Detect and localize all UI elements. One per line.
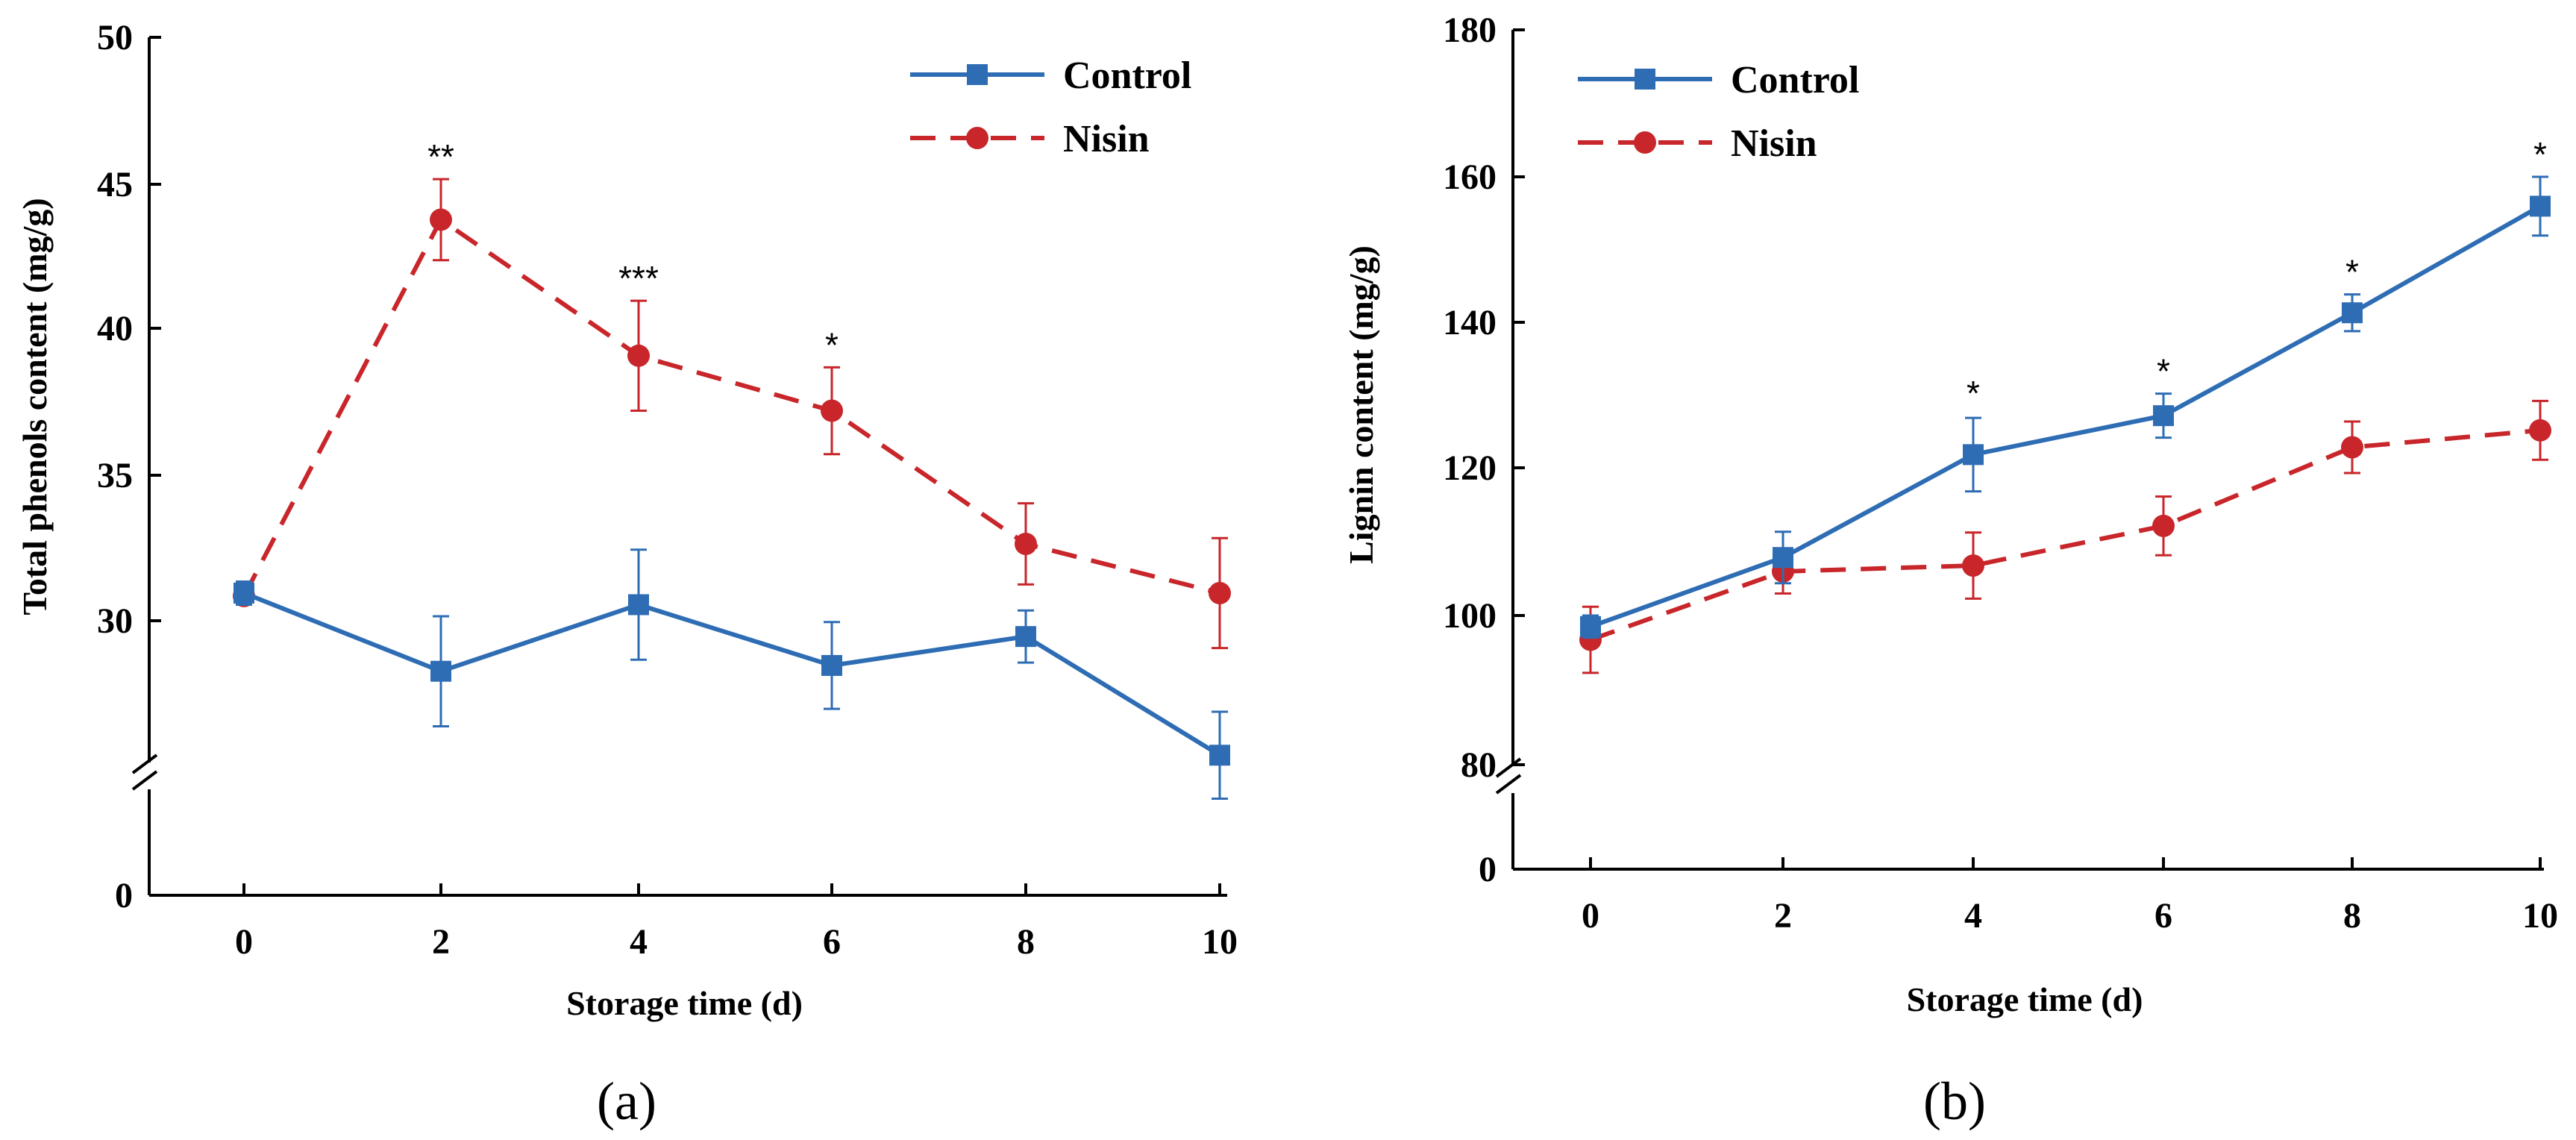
axis-break-mark [1495,757,1522,778]
significance-label: * [2157,352,2170,391]
data-point [627,344,650,367]
legend-label: Nisin [1063,118,1150,160]
legend-marker [1635,69,1655,90]
data-point [2153,405,2174,427]
x-tick-label: 6 [2154,896,2172,936]
data-point [821,654,842,676]
series-control [1580,175,2551,639]
data-point [1015,533,1037,555]
data-point [1209,745,1230,766]
axis-break-mark [131,770,158,791]
significance-label: ** [427,137,454,176]
significance-label: * [2345,253,2359,292]
data-point [430,208,452,231]
axis-break-mark [131,754,158,774]
y-tick-label: 160 [1443,157,1497,197]
data-point [1963,444,1984,466]
data-point [1209,581,1231,604]
y-tick-label: 50 [97,18,133,57]
series-line [1589,204,2542,629]
data-point [628,594,649,616]
axis-break-mark [1495,774,1522,795]
series-control [234,548,1230,800]
data-point [2529,419,2551,442]
x-tick-label: 4 [1964,896,1982,936]
x-tick-label: 0 [1582,896,1599,936]
legend-label: Nisin [1731,122,1817,165]
y-tick-label: 0 [1479,850,1497,889]
legend-label: Control [1063,54,1191,97]
chart-b: 180 160 140 120 100 80 0 0 2 4 6 8 10 Storage time (d… [1342,10,2558,1131]
y-tick-label: 120 [1443,448,1497,488]
data-point [1962,554,1984,577]
x-tick-label: 10 [1202,922,1238,962]
data-point [2530,195,2551,217]
series-line [242,591,1221,757]
panel-caption: (a) [597,1071,656,1131]
y-tick-label: 0 [115,876,133,915]
data-point [1015,626,1036,648]
x-axis-title: Storage time (d) [566,984,803,1022]
y-tick-label: 35 [97,456,133,495]
x-tick-label: 10 [2522,896,2558,936]
x-tick-label: 0 [235,922,253,962]
data-point [1580,616,1601,637]
y-tick-label: 140 [1443,303,1497,342]
data-point [2342,302,2363,324]
y-tick-label: 45 [97,165,133,204]
significance-label: * [1967,374,1980,413]
data-point [430,660,451,682]
legend-label: Control [1731,59,1859,101]
chart-a: 50 45 40 35 30 0 0 2 4 6 8 10 Storage time (d) Total … [16,18,1238,1131]
significance-label: *** [618,259,659,298]
data-point [1773,547,1793,569]
x-axis-title: Storage time (d) [1907,980,2143,1018]
y-tick-label: 180 [1443,10,1497,50]
significance-label: * [2533,135,2547,174]
y-axis-title: Lignin content (mg/g) [1342,245,1380,564]
x-tick-label: 8 [1017,922,1035,962]
y-tick-label: 80 [1461,745,1497,785]
x-tick-label: 2 [432,922,450,962]
x-tick-label: 6 [823,922,841,962]
y-tick-label: 30 [97,601,133,641]
series-nisin [233,178,1231,650]
legend: Control Nisin [910,54,1191,160]
y-tick-label: 100 [1443,596,1497,636]
series-nisin [1579,399,2551,674]
series-line [1589,428,2541,642]
legend-marker [967,64,988,85]
legend: Control Nisin [1578,59,1859,165]
y-axis-title: Total phenols content (mg/g) [16,198,54,615]
series-line [242,216,1220,598]
legend-marker [966,127,988,149]
data-point [2152,514,2175,537]
significance-label: * [825,325,839,364]
x-tick-label: 2 [1774,896,1792,936]
legend-marker [1634,131,1656,154]
data-point [821,399,843,422]
x-tick-label: 4 [630,922,648,962]
y-tick-label: 40 [97,309,133,348]
data-point [2341,436,2363,459]
panel-caption: (b) [1923,1071,1986,1131]
x-tick-label: 8 [2343,896,2361,936]
data-point [234,582,254,604]
